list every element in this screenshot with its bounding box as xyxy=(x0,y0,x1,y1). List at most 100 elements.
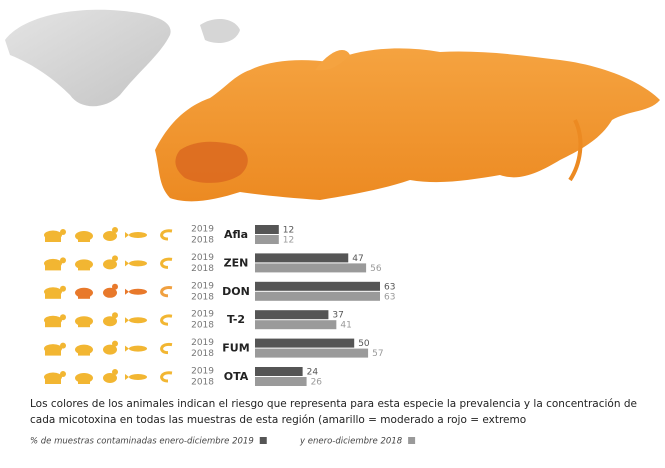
fish-tail xyxy=(125,374,129,380)
animal-icons xyxy=(44,255,173,271)
year-label: 2018 xyxy=(191,292,214,302)
category-label: FUM xyxy=(222,342,249,355)
category-label: Afla xyxy=(224,228,248,241)
bar xyxy=(255,338,355,348)
pig-legs xyxy=(78,352,90,356)
year-label: 2019 xyxy=(191,338,214,348)
pig-legs xyxy=(78,295,90,299)
year-label: 2019 xyxy=(191,367,214,377)
pig-legs xyxy=(78,324,90,328)
bar xyxy=(255,348,369,358)
value-label: 12 xyxy=(283,226,294,236)
fish-tail xyxy=(125,260,129,267)
animal-icons xyxy=(44,312,173,328)
chicken-head xyxy=(112,340,118,347)
fish xyxy=(129,260,147,267)
bar xyxy=(255,291,380,301)
chicken-head xyxy=(112,312,118,319)
year-label: 2018 xyxy=(191,236,214,246)
cow-legs xyxy=(45,237,61,242)
legend-swatch xyxy=(259,437,267,444)
pig-legs xyxy=(78,239,90,242)
fish xyxy=(129,374,147,380)
cow-legs xyxy=(45,322,61,328)
fish-tail xyxy=(125,345,129,352)
caption-line-1: Los colores de los animales indican el r… xyxy=(30,398,637,410)
value-label: 12 xyxy=(283,236,294,246)
map xyxy=(5,9,660,202)
value-label: 37 xyxy=(332,311,343,321)
fish xyxy=(129,232,147,238)
cow-legs xyxy=(45,379,61,384)
value-label: 47 xyxy=(352,254,363,264)
pig xyxy=(75,231,93,241)
pig-legs xyxy=(78,381,90,384)
pig xyxy=(75,373,93,383)
fish-tail xyxy=(125,288,129,295)
year-label: 2019 xyxy=(191,225,214,235)
pig xyxy=(75,259,93,270)
year-label: 2018 xyxy=(191,321,214,331)
shrimp xyxy=(160,286,173,298)
chicken xyxy=(103,373,117,383)
chicken xyxy=(103,231,117,241)
bar xyxy=(255,281,380,291)
animal-icons xyxy=(44,340,173,356)
year-label: 2019 xyxy=(191,253,214,263)
category-label: ZEN xyxy=(224,256,249,269)
chicken-head xyxy=(112,255,118,262)
chicken xyxy=(103,316,117,327)
shrimp xyxy=(160,229,173,241)
bar xyxy=(255,263,367,273)
cow-legs xyxy=(45,350,61,356)
shrimp xyxy=(160,314,173,326)
cow-head xyxy=(60,257,66,264)
cow-head xyxy=(60,314,66,321)
fish-tail xyxy=(125,232,129,238)
shrimp xyxy=(160,257,173,269)
chicken-head xyxy=(112,283,118,290)
year-label: 2019 xyxy=(191,310,214,320)
animal-icons xyxy=(44,227,173,242)
cow-legs xyxy=(45,265,61,271)
cow-head xyxy=(60,371,66,377)
pig-legs xyxy=(78,267,90,271)
legend-label: y enero-diciembre 2018 xyxy=(299,437,403,447)
chicken xyxy=(103,344,117,355)
pig xyxy=(75,344,93,355)
bar xyxy=(255,367,303,376)
cow-head xyxy=(60,229,66,235)
animal-icons xyxy=(44,369,173,384)
value-label: 56 xyxy=(370,264,382,274)
fish xyxy=(129,317,147,324)
legend-swatch xyxy=(408,437,416,444)
year-label: 2018 xyxy=(191,349,214,359)
value-label: 63 xyxy=(384,282,395,292)
shrimp xyxy=(160,342,173,355)
fish xyxy=(129,288,147,295)
bar xyxy=(255,320,337,330)
bar xyxy=(255,225,279,234)
animal-icons xyxy=(44,283,173,299)
bar xyxy=(255,235,279,244)
value-label: 41 xyxy=(340,321,351,331)
chicken-head xyxy=(112,227,118,233)
cow-head xyxy=(60,342,66,349)
pig xyxy=(75,287,93,298)
legend-label: % de muestras contaminadas enero-diciemb… xyxy=(30,437,254,447)
pig xyxy=(75,316,93,327)
chicken-head xyxy=(112,369,118,375)
year-label: 2018 xyxy=(191,378,214,388)
year-label: 2018 xyxy=(191,264,214,274)
value-label: 63 xyxy=(384,292,395,302)
category-label: OTA xyxy=(224,370,249,383)
fish xyxy=(129,345,147,352)
shrimp xyxy=(160,371,173,383)
cow-legs xyxy=(45,293,61,299)
fish-tail xyxy=(125,317,129,324)
value-label: 24 xyxy=(307,368,319,378)
category-label: T-2 xyxy=(227,313,245,326)
bar xyxy=(255,310,329,320)
bar xyxy=(255,253,349,263)
